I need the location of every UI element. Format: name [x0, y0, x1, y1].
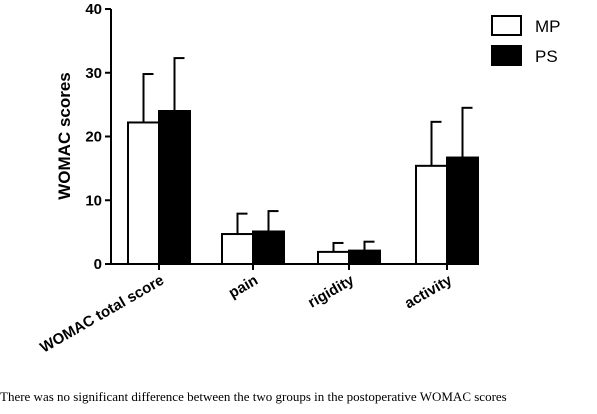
x-category-label: rigidity — [305, 271, 357, 311]
x-category-label: activity — [402, 271, 456, 312]
bars — [127, 110, 479, 266]
x-category-labels: WOMAC total score pain rigidity activity — [37, 271, 455, 356]
bar-mp-1 — [221, 233, 254, 266]
bar-ps-0 — [158, 110, 191, 265]
legend-label-mp: MP — [535, 17, 561, 36]
error-bars — [142, 57, 473, 252]
y-ticks: 0 10 20 30 40 — [85, 1, 111, 273]
legend-swatch-mp — [491, 15, 522, 36]
bar-ps-2 — [348, 249, 381, 266]
legend-label-ps: PS — [535, 47, 558, 66]
y-axis-label: WOMAC scores — [55, 72, 74, 200]
y-tick-label: 40 — [85, 1, 102, 18]
bar-ps-1 — [252, 230, 285, 266]
y-tick-label: 30 — [85, 65, 102, 82]
y-axis-title: WOMAC scores — [55, 72, 74, 200]
figure-caption: There was no significant difference betw… — [0, 389, 507, 404]
y-tick-label: 20 — [85, 129, 102, 146]
bar-mp-2 — [317, 250, 350, 265]
bar-mp-0 — [127, 121, 160, 265]
bar-mp-3 — [415, 164, 448, 265]
womac-bar-chart: WOMAC scores 0 10 20 30 40 WOMAC total score… — [37, 1, 561, 356]
bar-ps-3 — [446, 156, 479, 266]
x-category-label: WOMAC total score — [37, 272, 167, 357]
x-category-label: pain — [226, 272, 261, 302]
y-tick-label: 10 — [85, 192, 102, 209]
legend-swatch-ps — [491, 45, 522, 66]
y-tick-label: 0 — [94, 256, 102, 273]
legend: MP PS — [491, 15, 561, 66]
